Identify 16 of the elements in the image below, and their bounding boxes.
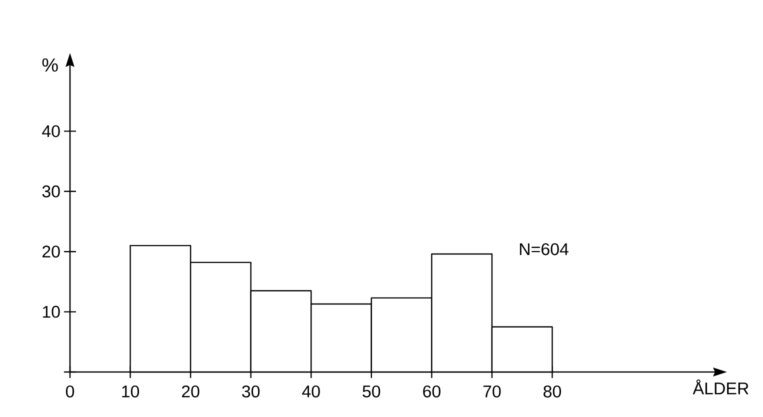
x-tick-label: 80 — [544, 385, 562, 398]
x-tick-label: 50 — [362, 385, 380, 398]
y-tick-label: 40 — [42, 125, 60, 138]
y-tick-label: 10 — [42, 306, 60, 318]
y-tick-label: 20 — [42, 246, 60, 258]
x-tick-label: 10 — [122, 385, 140, 398]
x-tick-label: 70 — [483, 385, 501, 398]
x-tick-label: 60 — [423, 385, 440, 398]
x-tick-label: 40 — [302, 385, 320, 398]
x-axis-title: ÅLDER — [692, 380, 748, 394]
x-tick-label: 0 — [66, 385, 74, 398]
x-tick-label: 20 — [182, 385, 200, 398]
y-axis-title: % — [42, 58, 58, 72]
x-tick-label: 30 — [242, 385, 260, 398]
annotation: N=604 — [520, 243, 568, 256]
y-tick-label: 30 — [42, 185, 60, 198]
